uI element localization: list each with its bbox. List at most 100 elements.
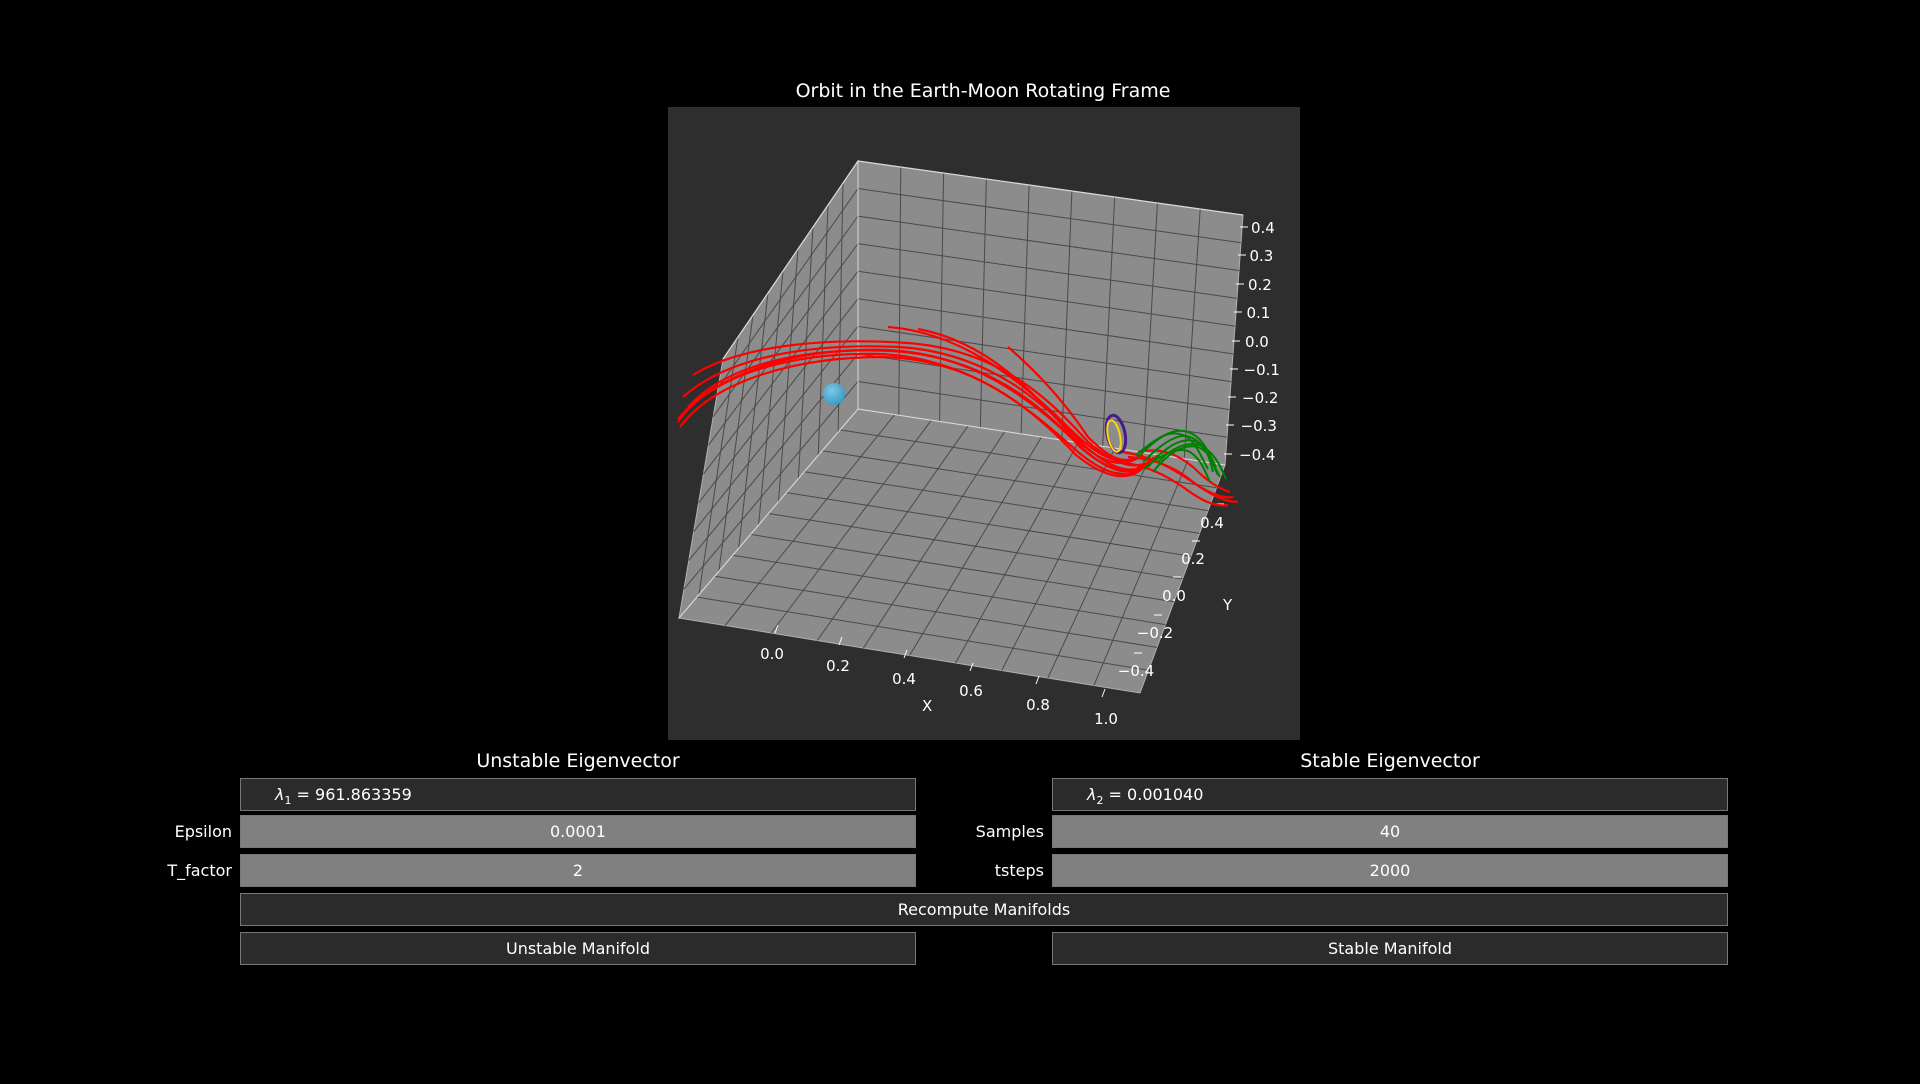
x-tick-label: 0.8 <box>1026 696 1050 714</box>
x-tick-mark <box>774 624 779 634</box>
gridline <box>703 270 859 475</box>
lambda-subscript: 2 <box>1096 794 1104 808</box>
gridline <box>718 314 754 572</box>
gridline <box>1020 184 1030 434</box>
unstable-manifold-trajectory <box>1122 450 1234 499</box>
gridline <box>955 442 1079 664</box>
gridline <box>1102 196 1116 447</box>
gridline <box>777 248 799 502</box>
gridline <box>1142 202 1158 453</box>
unstable-eigenvalue-display: λ1 = 961.863359 <box>240 778 916 811</box>
gridline <box>857 243 1238 299</box>
y-axis-label: Y <box>1222 596 1233 614</box>
lambda-value: = 0.001040 <box>1103 785 1204 804</box>
x-tick-mark <box>969 662 974 672</box>
gridline <box>857 188 1242 244</box>
y-tick-label: −0.4 <box>1118 662 1154 680</box>
gridline <box>714 575 1158 648</box>
unstable-manifold-trajectory <box>687 349 1151 472</box>
gridline <box>857 380 1228 438</box>
stable-manifold-trajectory <box>1143 449 1211 483</box>
gridline <box>758 270 784 526</box>
tsteps-input[interactable]: 2000 <box>1052 854 1728 887</box>
z-tick-label: −0.4 <box>1239 446 1275 464</box>
gridline <box>1047 453 1153 679</box>
gridline <box>939 172 945 422</box>
stable-manifold-button[interactable]: Stable Manifold <box>1052 932 1728 965</box>
gridline <box>1001 447 1116 671</box>
x-tick-mark <box>1101 688 1106 698</box>
plot-title: Orbit in the Earth-Moon Rotating Frame <box>795 80 1171 102</box>
samples-label: Samples <box>975 822 1044 841</box>
3d-axes-panel[interactable]: 0.0 0.2 0.4 0.6 0.8 1.0 X 0.4 0.2 0.0 −0.2 −0.4 Y 0.4… <box>668 107 1300 740</box>
gridline <box>898 166 902 416</box>
earth-sphere <box>823 383 845 405</box>
z-tick-label: 0.2 <box>1248 276 1272 294</box>
unstable-manifold-trajectory <box>1117 460 1229 507</box>
gridline <box>797 226 814 479</box>
x-tick-mark <box>1035 675 1040 685</box>
recompute-manifolds-button[interactable]: Recompute Manifolds <box>240 893 1728 926</box>
unstable-manifold-trajectory <box>682 345 1155 471</box>
gridline <box>696 596 1149 671</box>
unstable-manifold-trajectory <box>679 355 1147 478</box>
x-tick-label: 0.4 <box>892 670 916 688</box>
lambda-symbol: λ <box>1087 785 1097 804</box>
x-tick-label: 0.6 <box>959 682 983 700</box>
stable-manifold-trajectory <box>1135 432 1209 470</box>
y-tick-label: 0.0 <box>1162 587 1186 605</box>
gridline <box>1183 208 1201 459</box>
gridline <box>732 554 1166 626</box>
stable-eigenvector-title: Stable Eigenvector <box>1300 750 1480 772</box>
periodic-orbit-inner <box>1106 419 1122 453</box>
lambda-value: = 961.863359 <box>291 785 412 804</box>
y-tick-label: −0.2 <box>1137 624 1173 642</box>
gridline <box>857 325 1232 383</box>
gridline <box>768 513 1183 580</box>
gridline <box>698 298 859 504</box>
x-axis-label: X <box>922 697 932 715</box>
gridline <box>1061 190 1073 441</box>
gridline <box>738 292 769 549</box>
unstable-manifold-trajectory <box>1137 449 1231 494</box>
z-tick-label: −0.1 <box>1244 361 1280 379</box>
gridline <box>857 215 1240 272</box>
gridline <box>750 533 1175 603</box>
tsteps-label: tsteps <box>994 861 1044 880</box>
tfactor-input[interactable]: 2 <box>240 854 916 887</box>
z-tick-label: −0.3 <box>1241 417 1277 435</box>
stable-manifold-trajectory <box>1152 445 1221 478</box>
x-tick-label: 0.2 <box>826 657 850 675</box>
stable-manifold-trajectory <box>1142 434 1214 473</box>
samples-input[interactable]: 40 <box>1052 815 1728 848</box>
x-tick-mark <box>903 649 908 659</box>
unstable-manifold-trajectory <box>1007 346 1139 462</box>
gridline <box>817 204 829 456</box>
z-tick-label: 0.4 <box>1251 219 1275 237</box>
gridline <box>857 270 1236 327</box>
y-tick-label: 0.2 <box>1181 550 1205 568</box>
x-tick-label: 1.0 <box>1094 710 1118 728</box>
tfactor-label: T_factor <box>167 861 232 880</box>
unstable-eigenvector-title: Unstable Eigenvector <box>476 750 680 772</box>
unstable-manifold-trajectory <box>887 325 1139 462</box>
epsilon-label: Epsilon <box>174 822 232 841</box>
z-tick-label: −0.2 <box>1242 389 1278 407</box>
gridline <box>979 178 987 428</box>
gridline <box>857 298 1234 355</box>
z-tick-label: 0.1 <box>1247 304 1271 322</box>
x-tick-mark <box>838 636 843 646</box>
unstable-manifold-button[interactable]: Unstable Manifold <box>240 932 916 965</box>
x-tick-label: 0.0 <box>760 645 784 663</box>
lambda-subscript: 1 <box>284 794 292 808</box>
z-tick-label: 0.3 <box>1250 247 1274 265</box>
z-tick-label: 0.0 <box>1245 333 1269 351</box>
gridline <box>1093 459 1189 686</box>
lambda-symbol: λ <box>275 785 285 804</box>
gridline <box>683 381 859 590</box>
gridline <box>707 243 859 446</box>
epsilon-input[interactable]: 0.0001 <box>240 815 916 848</box>
stable-eigenvalue-display: λ2 = 0.001040 <box>1052 778 1728 811</box>
orbit-3d-plot[interactable]: 0.0 0.2 0.4 0.6 0.8 1.0 X 0.4 0.2 0.0 −0.2 −0.4 Y 0.4… <box>668 107 1300 740</box>
y-tick-label: 0.4 <box>1200 514 1224 532</box>
